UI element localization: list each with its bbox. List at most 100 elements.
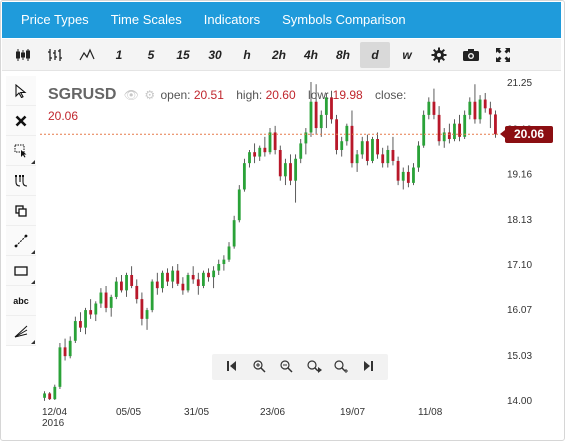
high-value: 20.60 (265, 88, 296, 102)
eye-icon[interactable]: 👁 (123, 88, 140, 102)
high-label: high: (236, 88, 263, 102)
candle-body (125, 274, 128, 291)
candle-body (104, 292, 108, 308)
magnet-icon[interactable] (6, 166, 36, 196)
candle-body (73, 321, 77, 341)
trendline-icon[interactable] (6, 226, 36, 256)
candle-body (201, 272, 205, 286)
candle-body (155, 281, 159, 289)
candle-body (401, 171, 405, 181)
candle-body (53, 386, 57, 400)
interval-30m[interactable]: 30 (208, 47, 222, 62)
menu-indicators[interactable]: Indicators (203, 12, 261, 27)
delete-x-icon[interactable] (6, 106, 36, 136)
chart-legend: SGRUSD 👁 ⚙ open: 20.51 high: 20.60 low: … (48, 86, 406, 104)
menu-symbols-comparison[interactable]: Symbols Comparison (282, 12, 406, 27)
candle-body (278, 149, 282, 177)
close-label: close: (375, 88, 407, 102)
gear-icon[interactable] (424, 42, 454, 68)
menu-time-scales[interactable]: Time Scales (110, 12, 182, 27)
interval-1h[interactable]: h (243, 47, 251, 62)
fib-fan-icon[interactable] (6, 316, 36, 346)
candle-body (150, 281, 154, 311)
candle-body (160, 272, 164, 289)
zoom-reset-icon[interactable] (330, 359, 352, 376)
candle-body (283, 163, 287, 177)
line-chart-icon[interactable] (72, 42, 102, 68)
interval-1m[interactable]: 1 (115, 47, 123, 62)
candle-body (79, 321, 82, 328)
candle-body (263, 147, 267, 153)
interval-5m[interactable]: 5 (147, 47, 155, 62)
candle-body (84, 310, 87, 328)
zoom-in-icon[interactable] (248, 359, 270, 376)
candle-body (330, 97, 333, 120)
candle-body (294, 158, 298, 181)
open-label: open: (160, 88, 191, 102)
y-tick-label: 19.16 (507, 170, 532, 181)
candle-body (135, 285, 139, 300)
candle-body (63, 347, 67, 357)
interval-day[interactable]: d (360, 41, 390, 68)
last-value: 20.06 (48, 109, 79, 123)
candle-body (442, 132, 446, 142)
zoom-in-right-icon[interactable] (303, 359, 325, 376)
toolbar: 1 5 15 30 h 2h 4h 8h d w (2, 39, 561, 71)
candle-body (365, 141, 369, 161)
candle-body (248, 152, 251, 164)
candle-body (130, 274, 134, 286)
candle-body (94, 303, 98, 315)
cursor-arrow-icon[interactable] (6, 76, 36, 106)
select-area-icon[interactable] (6, 136, 36, 166)
zoom-out-icon[interactable] (275, 359, 297, 376)
y-tick-label: 15.03 (507, 351, 532, 362)
menu-price-types[interactable]: Price Types (21, 12, 89, 27)
candle-body (237, 189, 241, 221)
candle-body (412, 167, 415, 183)
interval-week[interactable]: w (402, 47, 412, 62)
candle-body (99, 292, 103, 304)
interval-15m[interactable]: 15 (176, 47, 190, 62)
candle-body (386, 149, 390, 164)
candle-body (253, 152, 257, 157)
candle-body (396, 160, 400, 181)
settings-dot-icon[interactable]: ⚙ (144, 88, 156, 102)
candle-body (196, 279, 200, 286)
candle-body (145, 310, 149, 319)
x-tick-label: 05/05 (116, 407, 141, 418)
candle-body (114, 281, 118, 297)
current-price-tag: 20.06 (500, 126, 553, 143)
scroll-left-icon[interactable] (221, 360, 243, 375)
candle-body (289, 163, 292, 181)
x-tick-label: 23/06 (260, 407, 285, 418)
candle-body (222, 259, 226, 265)
camera-icon[interactable] (456, 42, 486, 68)
candle-body (350, 125, 354, 164)
ohlc-bars-icon[interactable] (40, 42, 70, 68)
price-chart[interactable]: 21.2520.1919.1618.1317.1016.0715.0314.00… (40, 76, 560, 431)
scroll-right-icon[interactable] (357, 360, 379, 375)
clone-icon[interactable] (6, 196, 36, 226)
candle-body (109, 296, 113, 308)
rectangle-icon[interactable] (6, 256, 36, 286)
y-tick-label: 14.00 (507, 396, 532, 407)
candlestick-icon[interactable] (8, 42, 38, 68)
y-tick-label: 17.10 (507, 260, 532, 271)
candle-body (304, 132, 308, 144)
interval-8h[interactable]: 8h (335, 47, 350, 62)
candle-body (48, 393, 52, 400)
candle-body (176, 270, 180, 284)
candle-body (227, 246, 231, 260)
x-tick-label: 19/07 (340, 407, 365, 418)
x-tick-label: 12/04 (42, 407, 67, 418)
candle-body (340, 141, 344, 150)
candle-body (273, 132, 277, 150)
fullscreen-icon[interactable] (488, 42, 518, 68)
interval-2h[interactable]: 2h (271, 47, 286, 62)
zoom-bar (212, 354, 388, 380)
candle-body (371, 139, 374, 161)
candle-body (463, 114, 467, 137)
interval-4h[interactable]: 4h (303, 47, 318, 62)
candle-body (166, 272, 169, 282)
text-tool[interactable]: abc (6, 286, 36, 316)
